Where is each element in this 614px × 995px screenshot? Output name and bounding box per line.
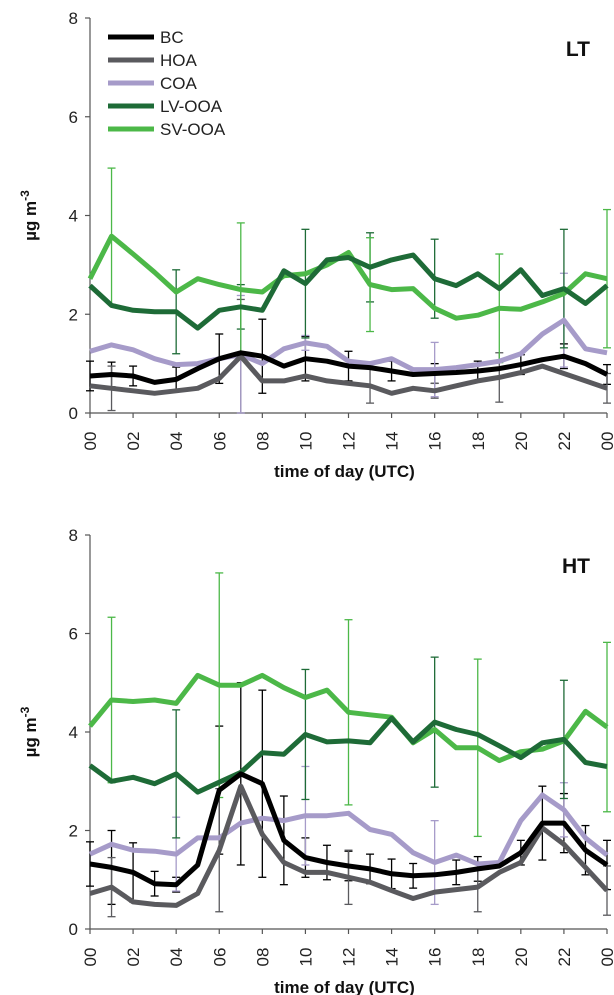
y-tick-label: 4 — [69, 207, 78, 226]
x-tick-label: 12 — [340, 948, 359, 967]
series-line-hoa — [89, 783, 609, 908]
y-axis-title: µg m-3 — [18, 190, 40, 241]
x-tick-label: 18 — [469, 948, 488, 967]
y-tick-label: 8 — [69, 9, 78, 28]
y-tick-label: 4 — [69, 723, 78, 742]
panel-label: HT — [562, 555, 590, 578]
x-tick-label: 20 — [512, 432, 531, 451]
x-tick-label: 14 — [383, 432, 402, 451]
series-line-sv-ooa — [87, 233, 608, 321]
legend-label-hoa: HOA — [160, 51, 198, 70]
x-tick-label: 20 — [512, 948, 531, 967]
x-tick-label: 04 — [167, 432, 186, 451]
x-tick-label: 10 — [296, 948, 315, 967]
x-tick-label: 22 — [555, 948, 574, 967]
x-tick-label: 08 — [253, 432, 272, 451]
x-tick-label: 00 — [598, 432, 614, 451]
y-tick-label: 6 — [69, 625, 78, 644]
legend-label-sv-ooa: SV-OOA — [160, 120, 226, 139]
x-tick-label: 14 — [383, 948, 402, 967]
x-tick-label: 04 — [167, 948, 186, 967]
x-tick-label: 06 — [210, 948, 229, 967]
series-line-hoa — [89, 353, 608, 396]
series-line-lv-ooa — [88, 252, 609, 331]
x-axis-title: time of day (UTC) — [274, 978, 415, 995]
x-tick-label: 10 — [296, 432, 315, 451]
x-tick-label: 16 — [426, 432, 445, 451]
x-tick-label: 08 — [253, 948, 272, 967]
x-tick-label: 18 — [469, 432, 488, 451]
x-tick-label: 06 — [210, 432, 229, 451]
x-tick-label: 02 — [124, 432, 143, 451]
x-tick-label: 16 — [426, 948, 445, 967]
y-axis-title-superscript: -3 — [18, 190, 32, 201]
series-line-coa — [88, 792, 609, 867]
legend-label-coa: COA — [160, 74, 198, 93]
x-tick-label: 00 — [81, 948, 100, 967]
x-axis-title: time of day (UTC) — [274, 462, 415, 481]
x-tick-label: 02 — [124, 948, 143, 967]
series-line-bc — [89, 350, 609, 385]
series-line-lv-ooa — [88, 715, 608, 795]
y-tick-label: 2 — [69, 305, 78, 324]
x-tick-label: 00 — [598, 948, 614, 967]
y-tick-label: 2 — [69, 822, 78, 841]
y-tick-label: 8 — [69, 526, 78, 545]
panel-label: LT — [566, 38, 590, 61]
y-tick-label: 0 — [69, 404, 78, 423]
y-tick-label: 6 — [69, 108, 78, 127]
y-axis-title: µg m-3 — [18, 706, 40, 757]
x-tick-label: 12 — [340, 432, 359, 451]
legend-label-bc: BC — [160, 28, 184, 47]
y-tick-label: 0 — [69, 920, 78, 939]
legend-label-lv-ooa: LV-OOA — [160, 97, 223, 116]
x-tick-label: 00 — [81, 432, 100, 451]
x-tick-label: 22 — [555, 432, 574, 451]
series-line-coa — [89, 317, 608, 373]
y-axis-title-superscript: -3 — [18, 706, 32, 717]
series-line-sv-ooa — [88, 672, 609, 764]
series-line-bc — [89, 771, 609, 888]
